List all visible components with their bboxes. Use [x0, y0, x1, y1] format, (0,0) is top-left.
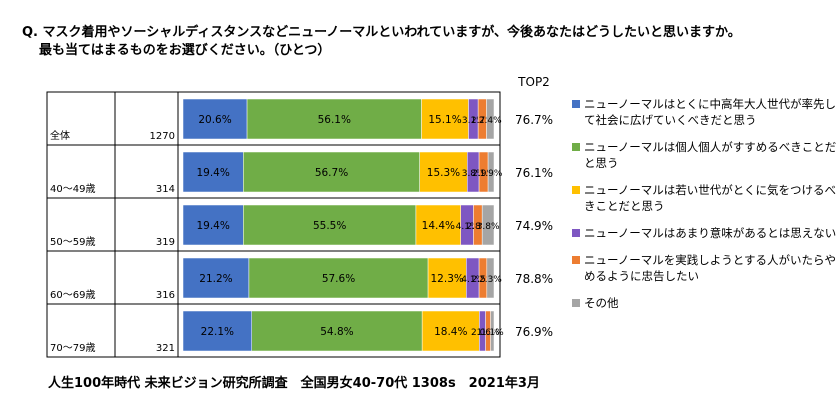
row-category-label: 全体 — [50, 129, 70, 142]
legend-swatch — [572, 256, 580, 264]
legend-item: その他 — [572, 295, 840, 311]
bar-value-label: 57.6% — [322, 273, 355, 285]
bar-value-label: 2.5% — [472, 275, 495, 285]
bar-value-label: 2.8% — [466, 222, 489, 232]
row-sample-size: 314 — [156, 184, 175, 195]
bar-value-label: 54.8% — [320, 326, 353, 338]
legend-item: ニューノーマルはあまり意味があるとは思えない — [572, 225, 840, 241]
legend-label: その他 — [584, 296, 619, 310]
bar-value-label: 3.8% — [462, 169, 485, 179]
bar-segment — [243, 204, 417, 246]
bar-value-label: 19.4% — [196, 220, 229, 232]
bar-segment — [421, 98, 469, 140]
bar-segment — [182, 310, 252, 352]
bar-segment — [182, 204, 244, 246]
bar-value-label: 3.1% — [462, 116, 485, 126]
bar-segment — [427, 257, 467, 299]
row-category-label: 70～79歳 — [50, 342, 95, 354]
question-line-1: Q. マスク着用やソーシャルディスタンスなどニューノーマルといわれていますが、今… — [22, 25, 741, 40]
bar-value-label: 2.9% — [472, 169, 495, 179]
legend-label: ニューノーマルはあまり意味があるとは思えない — [584, 226, 837, 240]
bar-segment — [415, 204, 461, 246]
row-sample-size: 321 — [156, 343, 175, 354]
table-frame — [46, 91, 501, 358]
bar-value-label: 14.4% — [422, 220, 455, 232]
question-line-2: 最も当てはまるものをお選びください。（ひとつ） — [39, 43, 331, 58]
bar-value-label: 56.1% — [318, 114, 351, 126]
top2-header: TOP2 — [517, 75, 550, 89]
bar-segment — [243, 151, 420, 193]
bar-value-label: 12.3% — [431, 273, 464, 285]
legend-item: ニューノーマルは若い世代がとくに気をつけるべきことだと思う — [572, 182, 840, 214]
bar-value-label: 15.1% — [428, 114, 461, 126]
bar-value-label: 1.6% — [477, 328, 500, 338]
bar-value-label: 2.3% — [479, 275, 502, 285]
bar-value-label: 56.7% — [315, 167, 348, 179]
bar-value-label: 22.1% — [201, 326, 234, 338]
legend-label: ニューノーマルは個人個人がすすめるべきことだと思う — [584, 140, 837, 170]
bar-segment — [486, 98, 495, 140]
row-category-label: 60～69歳 — [50, 289, 95, 301]
row-sample-size: 1270 — [150, 131, 175, 142]
legend-swatch — [572, 186, 580, 194]
bar-value-label: 2.4% — [479, 116, 502, 126]
bar-segment — [481, 204, 495, 246]
bar-value-label: 15.3% — [427, 167, 460, 179]
top2-value: 76.7% — [515, 113, 553, 127]
bar-segment — [490, 310, 495, 352]
legend-swatch — [572, 299, 580, 307]
bar-segment — [419, 151, 468, 193]
top2-value: 76.9% — [515, 325, 553, 339]
bar-segment — [421, 310, 480, 352]
legend-label: ニューノーマルはとくに中高年大人世代が率先して社会に広げていくべきだと思う — [584, 97, 836, 127]
bar-value-label: 55.5% — [313, 220, 346, 232]
row-category-label: 50～59歳 — [50, 236, 95, 248]
bar-value-label: 18.4% — [434, 326, 467, 338]
bar-value-label: 3.8% — [477, 222, 500, 232]
bar-value-label: 4.1% — [461, 275, 484, 285]
legend-label: ニューノーマルは若い世代がとくに気をつけるべきことだと思う — [584, 183, 836, 213]
bar-segment — [182, 257, 250, 299]
legend-swatch — [572, 229, 580, 237]
bar-value-label: 2.7% — [471, 116, 494, 126]
bar-value-label: 1.9% — [480, 169, 503, 179]
top2-value: 78.8% — [515, 272, 553, 286]
bar-value-label: 19.4% — [196, 167, 229, 179]
bar-segment — [486, 257, 495, 299]
legend-item: ニューノーマルは個人個人がすすめるべきことだと思う — [572, 139, 840, 171]
bar-value-label: 21.2% — [199, 273, 232, 285]
bar-value-label: 2.0% — [471, 328, 494, 338]
top2-value: 76.1% — [515, 166, 553, 180]
legend-swatch — [572, 143, 580, 151]
chart-legend: ニューノーマルはとくに中高年大人世代が率先して社会に広げていくべきだと思う ニュー… — [572, 96, 840, 322]
bar-segment — [251, 310, 423, 352]
bar-value-label: 20.6% — [198, 114, 231, 126]
top2-value: 74.9% — [515, 219, 553, 233]
bar-segment — [246, 98, 422, 140]
bar-segment — [182, 151, 244, 193]
legend-item: ニューノーマルはとくに中高年大人世代が率先して社会に広げていくべきだと思う — [572, 96, 840, 128]
legend-item: ニューノーマルを実践しようとする人がいたらやめるように忠告したい — [572, 252, 840, 284]
row-sample-size: 319 — [156, 237, 175, 248]
bar-segment — [248, 257, 429, 299]
legend-swatch — [572, 100, 580, 108]
bar-value-label: 4.1% — [456, 222, 479, 232]
bar-value-label: 1.1% — [481, 328, 504, 338]
survey-source: 人生100年時代 未来ビジョン研究所調査 全国男女40-70代 1308s 20… — [48, 376, 540, 391]
legend-label: ニューノーマルを実践しようとする人がいたらやめるように忠告したい — [584, 253, 836, 283]
row-sample-size: 316 — [156, 290, 175, 301]
row-category-label: 40～49歳 — [50, 183, 95, 195]
bar-segment — [487, 151, 495, 193]
